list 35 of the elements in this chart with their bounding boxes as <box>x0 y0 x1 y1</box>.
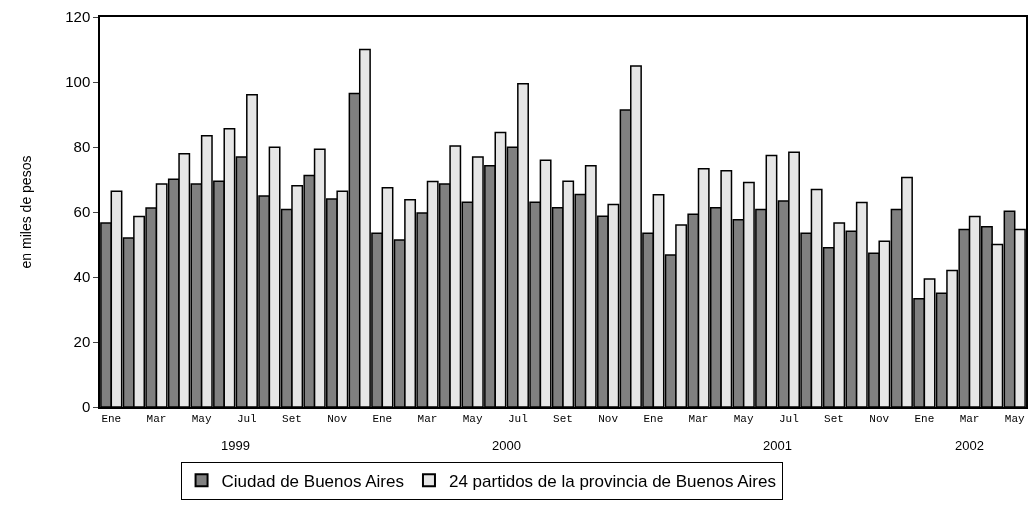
x-tick-label: May <box>1004 412 1026 425</box>
x-tick-label: Mar <box>417 412 438 425</box>
text: 2001 <box>763 438 792 453</box>
x-tick-label: May <box>191 412 212 425</box>
x-tick-label: May <box>462 412 483 425</box>
y-axis-title: en miles de pesos <box>18 155 35 269</box>
y-tick-label: 60 <box>73 203 91 221</box>
x-tick-label: Set <box>282 412 302 425</box>
x-tick-label: Jul <box>236 412 257 425</box>
x-tick-label: Set <box>553 412 573 425</box>
x-tick-label: Ene <box>372 412 393 425</box>
x-tick-label: Mar <box>959 412 980 425</box>
x-tick-label: Nov <box>869 412 890 425</box>
x-tick-label: Ene <box>101 412 122 425</box>
x-tick-label: Jul <box>778 412 799 425</box>
y-tick-label: 20 <box>73 333 91 351</box>
x-tick-label: Ene <box>643 412 664 425</box>
y-tick-label: 120 <box>65 8 91 26</box>
x-tick-label: Ene <box>914 412 935 425</box>
text: 1999 <box>221 438 250 453</box>
x-tick-label: Nov <box>598 412 619 425</box>
x-tick-label: May <box>733 412 754 425</box>
text: 2002 <box>955 438 984 453</box>
x-tick-label: Mar <box>146 412 167 425</box>
legend-label: Ciudad de Buenos Aires <box>221 471 404 491</box>
x-tick-label: Mar <box>688 412 709 425</box>
x-tick-label: Nov <box>327 412 348 425</box>
y-tick-label: 40 <box>73 268 91 286</box>
y-tick-label: 80 <box>73 138 91 156</box>
legend-label: 24 partidos de la provincia de Buenos Aires <box>448 471 776 491</box>
text: 2000 <box>492 438 521 453</box>
x-tick-label: Set <box>824 412 844 425</box>
y-tick-label: 100 <box>65 73 91 91</box>
x-tick-label: Jul <box>507 412 528 425</box>
y-tick-label: 0 <box>81 398 91 416</box>
